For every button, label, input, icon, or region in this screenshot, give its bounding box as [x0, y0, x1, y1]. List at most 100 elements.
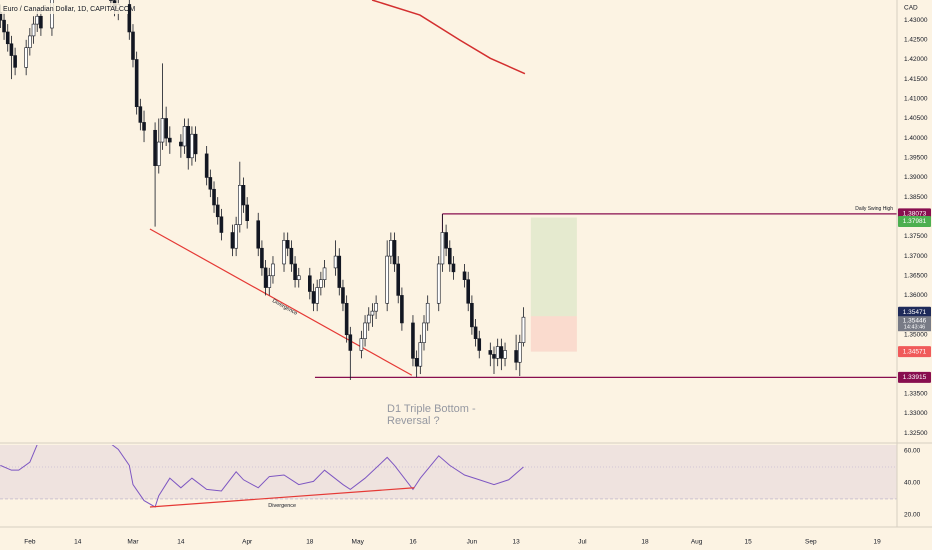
candle-body	[363, 322, 367, 339]
candle-body	[451, 263, 456, 273]
rsi-band	[0, 445, 897, 499]
candle-body	[131, 31, 135, 60]
candle-body	[521, 316, 526, 343]
annotation-line: Reversal ?	[387, 415, 440, 427]
candle-body	[285, 240, 290, 249]
candle-body	[31, 23, 36, 37]
level-badge: 1.38073	[903, 211, 927, 218]
x-tick-label: 18	[306, 539, 314, 546]
candle-body	[337, 255, 342, 288]
candle-body	[282, 240, 286, 265]
candle-body	[168, 137, 172, 143]
candle-body	[411, 322, 415, 359]
candle-body	[245, 204, 249, 222]
candle-body	[271, 263, 275, 277]
candle-body	[39, 15, 43, 29]
level-name: Daily Swing High	[855, 206, 893, 212]
y-tick-label: 1.42000	[904, 56, 928, 63]
chart-title: Euro / Canadian Dollar, 1D, CAPITALCOM	[3, 6, 135, 13]
candle-body	[127, 4, 132, 33]
candle-body	[138, 106, 143, 123]
target-zone	[530, 217, 577, 317]
candle-body	[234, 224, 238, 249]
candle-body	[400, 295, 404, 324]
candle-body	[499, 346, 504, 359]
candle-body	[156, 141, 161, 166]
candle-body	[215, 204, 220, 218]
y-tick-label: 1.33500	[904, 390, 928, 397]
candle-body	[2, 19, 6, 33]
candle-body	[322, 267, 327, 280]
target-badge-bg	[898, 216, 931, 228]
candle-body	[256, 220, 261, 249]
x-tick-label: 13	[512, 539, 520, 546]
candle-body	[348, 334, 353, 351]
moving-average	[371, 0, 526, 75]
target-badge: 1.37981	[903, 218, 927, 225]
stop-zone	[530, 316, 577, 352]
rsi-pane: Divergence	[0, 445, 897, 509]
annotation: D1 Triple Bottom - Reversal ?	[387, 403, 476, 427]
stop-badge-bg	[898, 346, 931, 358]
stop-badge: 1.34571	[903, 348, 927, 355]
candle-body	[24, 47, 28, 68]
last-price: 1.35446	[903, 317, 927, 324]
candle-body	[193, 133, 198, 155]
candle-body	[186, 126, 191, 159]
x-tick-label: 14	[177, 539, 185, 546]
y-tick-label: 1.36500	[904, 272, 928, 279]
candle-body	[319, 279, 323, 288]
candle-body	[370, 310, 375, 316]
candle-body	[230, 232, 235, 249]
rsi-trend-line	[149, 487, 415, 508]
y-tick-label: 1.32500	[904, 430, 928, 437]
x-tick-label: Apr	[242, 539, 253, 546]
countdown: 14:43:46	[904, 325, 925, 331]
x-tick-label: 16	[409, 539, 417, 546]
candle-body	[359, 338, 364, 351]
candle-body	[109, 0, 113, 1]
price-pane: Divergence Daily Swing High	[0, 0, 897, 380]
y-tick-label: 1.40500	[904, 115, 928, 122]
candle-body	[473, 326, 478, 339]
candle-body	[13, 55, 17, 68]
y-tick-label: 1.33000	[904, 410, 928, 417]
entry-badge: 1.35471	[903, 309, 927, 316]
y-tick-label: 1.42500	[904, 37, 928, 44]
candle-body	[289, 247, 294, 265]
candle-body	[153, 129, 157, 166]
y-tick-label: 1.37500	[904, 233, 928, 240]
candle-body	[517, 342, 522, 363]
candle-body	[374, 302, 378, 312]
candle-body	[492, 354, 496, 359]
x-tick-label: May	[352, 539, 365, 546]
candle-body	[9, 43, 14, 56]
y-tick-label: 1.39000	[904, 174, 928, 181]
candle-body	[414, 358, 419, 367]
candle-body	[462, 271, 467, 280]
rsi-tick-label: 60.00	[904, 448, 921, 455]
candle-body	[341, 287, 345, 304]
currency-label: CAD	[904, 5, 918, 12]
candle-body	[477, 338, 482, 351]
level-badge: 1.33915	[903, 374, 927, 381]
candle-body	[134, 59, 139, 107]
trend-line	[149, 228, 413, 376]
y-tick-label: 1.41500	[904, 76, 928, 83]
level-badge-bg	[898, 371, 931, 383]
candle-body	[344, 302, 349, 336]
candle-body	[389, 240, 393, 257]
candle-body	[488, 350, 493, 355]
candle-body	[241, 185, 246, 206]
x-tick-label: Feb	[24, 539, 36, 546]
candle-body	[219, 216, 224, 233]
candle-body	[466, 279, 471, 304]
candle-body	[35, 15, 40, 25]
rsi-trend-label: Divergence	[268, 503, 296, 509]
candle-body	[470, 302, 474, 328]
candle-body	[366, 314, 371, 324]
candle-body	[190, 133, 194, 159]
candle-body	[444, 232, 448, 249]
